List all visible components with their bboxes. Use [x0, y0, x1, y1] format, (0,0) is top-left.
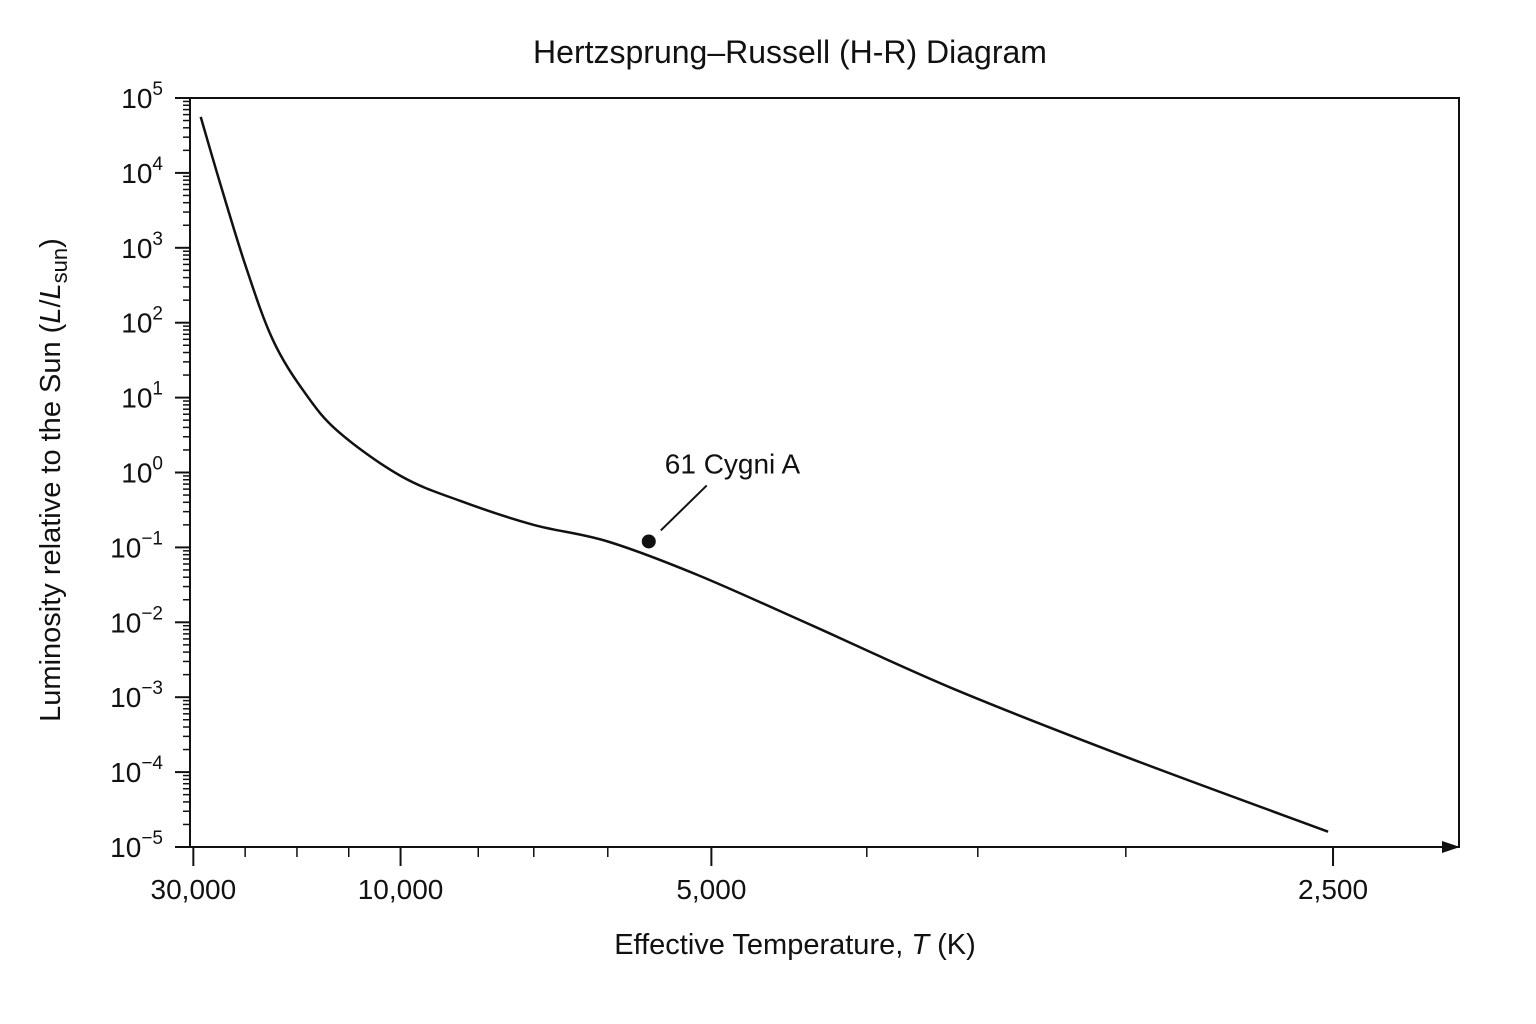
y-tick-label: 103 — [121, 229, 163, 264]
main-sequence-curve — [199, 116, 1329, 833]
y-tick-label: 104 — [121, 154, 163, 189]
x-axis-arrowhead — [1442, 841, 1460, 853]
y-tick-label: 10−4 — [110, 753, 163, 788]
y-tick-label: 10−5 — [110, 828, 163, 863]
x-axis-ticks: 30,000 10,000 5,000 2,500 — [151, 847, 1368, 905]
series-layer — [199, 116, 1329, 833]
y-tick-label: 101 — [121, 379, 163, 414]
x-tick-label: 30,000 — [151, 874, 237, 905]
x-tick-label: 2,500 — [1298, 874, 1368, 905]
y-tick-label: 105 — [121, 79, 163, 114]
y-tick-label: 10−3 — [110, 678, 163, 713]
x-tick-label: 5,000 — [676, 874, 746, 905]
star-point-marker — [641, 534, 656, 549]
y-axis-label: Luminosity relative to the Sun (L/Lsun) — [35, 238, 72, 722]
star-point-label: 61 Cygni A — [665, 448, 801, 479]
chart-title: Hertzsprung–Russell (H-R) Diagram — [533, 34, 1047, 70]
y-tick-label: 100 — [121, 454, 163, 489]
y-tick-label: 10−1 — [110, 528, 163, 563]
annotation-layer: 61 Cygni A — [641, 448, 801, 549]
y-tick-label: 102 — [121, 304, 163, 339]
x-tick-label: 10,000 — [358, 874, 444, 905]
plot-frame — [189, 97, 1460, 848]
y-tick-label: 10−2 — [110, 603, 163, 638]
x-axis-label: Effective Temperature, T (K) — [614, 929, 976, 961]
annotation-leader-line — [660, 484, 708, 532]
y-axis-ticks: 105 104 103 102 101 100 10−1 10−2 10−3 10−4 10−5 — [110, 79, 190, 863]
